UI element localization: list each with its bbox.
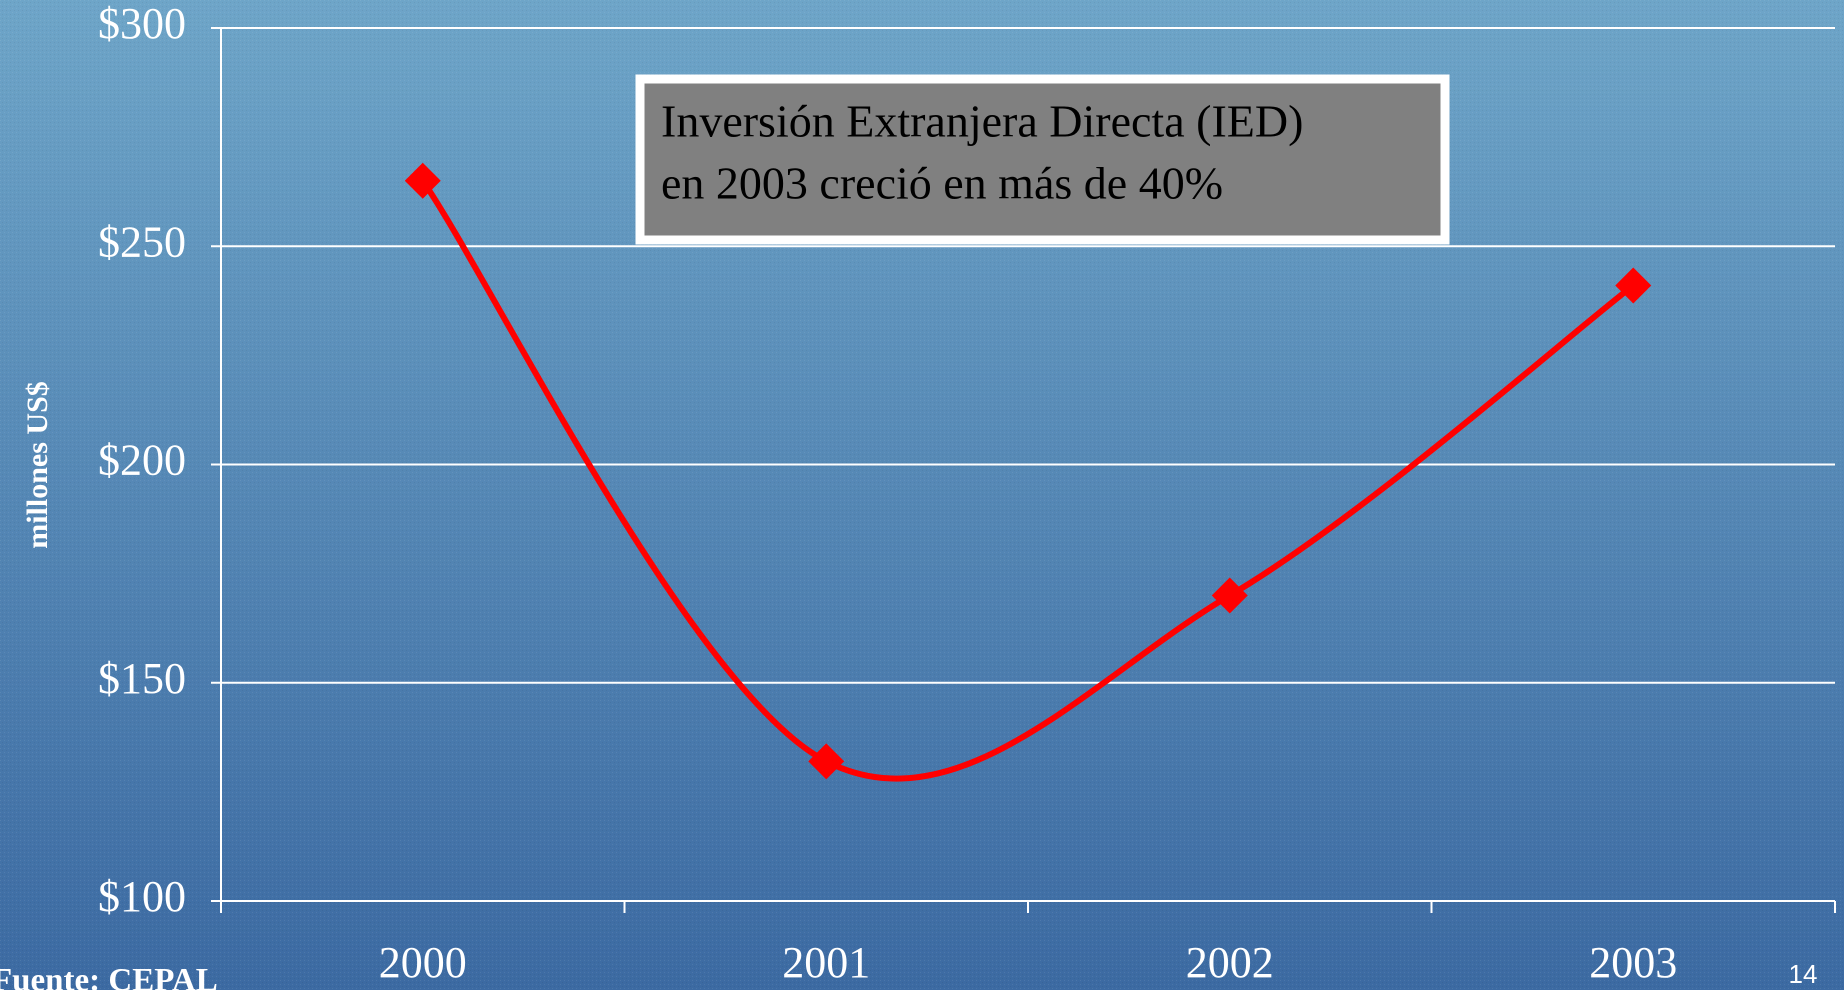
y-tick-label: $250 [98, 217, 186, 266]
y-tick-label: $200 [98, 436, 186, 485]
annotation-line: en 2003 creció en más de 40% [661, 158, 1223, 209]
y-tick-label: $150 [98, 654, 186, 703]
y-tick-label: $300 [98, 0, 186, 48]
page-number: 14 [1789, 959, 1818, 989]
annotation-line: Inversión Extranjera Directa (IED) [661, 96, 1303, 147]
line [420, 179, 1636, 782]
x-tick-label: 2002 [1186, 938, 1274, 987]
x-tick-label: 2001 [782, 938, 870, 987]
source: Fuente: CEPAL [0, 963, 218, 990]
y-tick-label: $100 [98, 872, 186, 921]
marker [1211, 577, 1248, 614]
marker [1615, 267, 1652, 304]
annotation-box [635, 74, 1450, 245]
x-tick-label: 2003 [1589, 938, 1677, 987]
marker [404, 162, 441, 199]
x-tick-label: 2000 [379, 938, 467, 987]
y-axis-label: millones US$ [21, 381, 54, 549]
marker [808, 743, 845, 780]
